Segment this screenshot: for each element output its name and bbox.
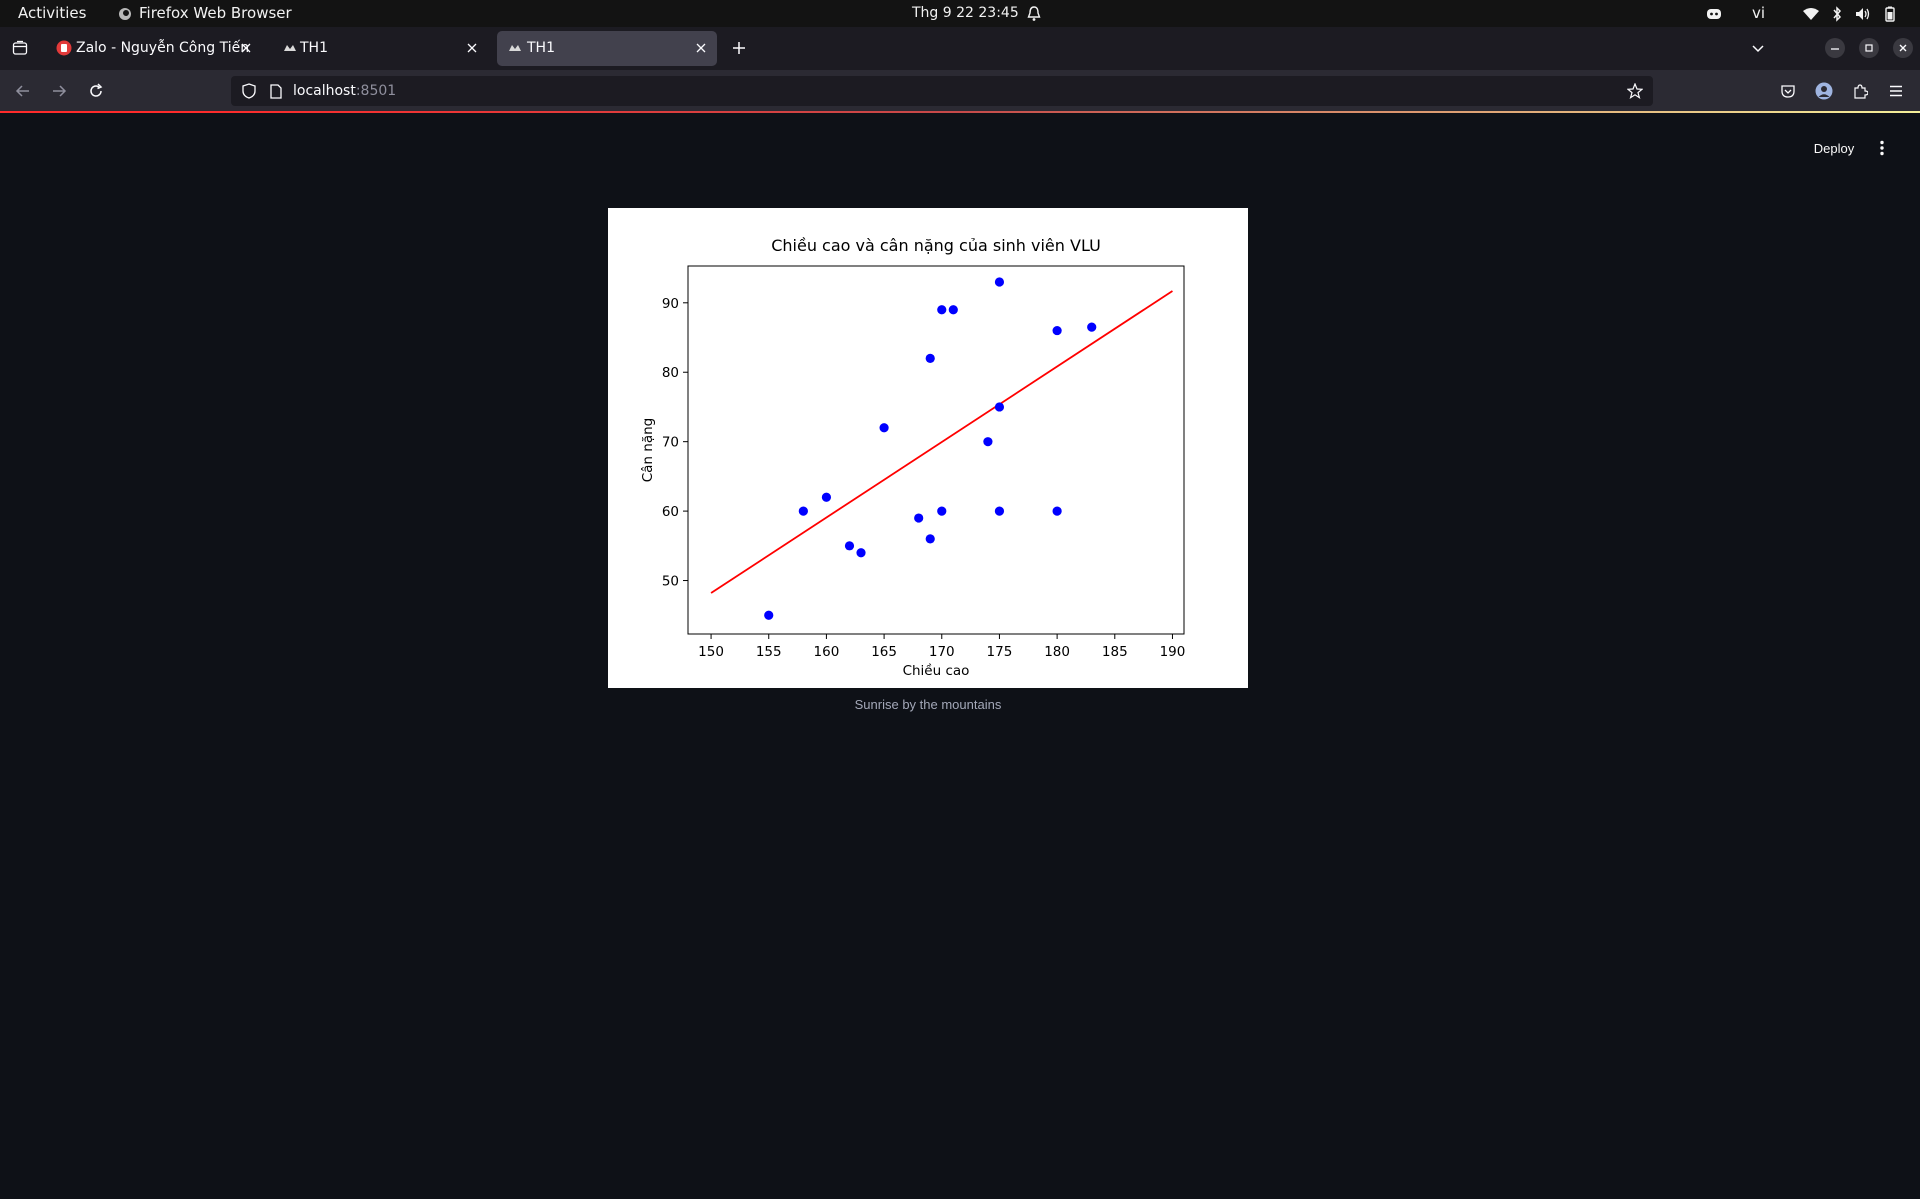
url-port: :8501 (355, 83, 397, 99)
chart-title: Chiều cao và cân nặng của sinh viên VLU (771, 236, 1101, 255)
x-tick-label: 185 (1102, 644, 1128, 660)
image-caption: Sunrise by the mountains (854, 697, 1002, 712)
bluetooth-icon[interactable] (1829, 4, 1845, 23)
scatter-chart: Chiều cao và cân nặng của sinh viên VLU … (640, 236, 1186, 679)
firefox-view-icon[interactable] (8, 36, 32, 60)
volume-icon[interactable] (1854, 4, 1872, 23)
x-tick-label: 170 (929, 644, 955, 660)
data-point (925, 534, 935, 544)
firefox-icon (117, 4, 133, 23)
trend-line (710, 290, 1173, 594)
data-point (994, 402, 1005, 412)
data-point (798, 506, 808, 516)
data-point (937, 305, 947, 315)
streamlit-icon (282, 40, 298, 56)
alarm-bell-icon (1026, 4, 1042, 23)
restore-window-icon[interactable] (1857, 36, 1881, 60)
page-info-icon[interactable] (264, 79, 288, 103)
navigation-toolbar: localhost:8501 (0, 70, 1920, 112)
tab-zalo[interactable]: Zalo - Nguyễn Công Tiến (46, 31, 262, 66)
close-tab-icon[interactable] (464, 40, 480, 56)
back-arrow-icon[interactable] (11, 79, 35, 103)
system-top-bar: Activities Firefox Web Browser Thg 9 22 … (0, 0, 1920, 27)
hamburger-menu-icon[interactable] (1884, 79, 1908, 103)
plot-frame (687, 265, 1185, 635)
forward-arrow-icon[interactable] (47, 79, 71, 103)
x-tick-label: 155 (756, 644, 782, 660)
tab-label: Zalo - Nguyễn Công Tiến (76, 40, 250, 56)
data-points (764, 277, 1097, 620)
tab-strip: Zalo - Nguyễn Công Tiến TH1 TH1 (0, 27, 1920, 70)
close-tab-icon[interactable] (693, 40, 709, 56)
x-tick-label: 165 (871, 644, 897, 660)
deploy-button[interactable]: Deploy (1813, 141, 1855, 156)
y-tick-label: 60 (662, 504, 679, 520)
y-tick-label: 90 (662, 296, 679, 312)
data-point (983, 437, 993, 447)
x-axis-label: Chiều cao (903, 662, 970, 679)
tracking-protection-shield-icon[interactable] (237, 79, 261, 103)
x-tick-label: 150 (698, 644, 724, 660)
data-point (844, 541, 855, 551)
url-host: localhost (293, 83, 356, 99)
main-menu-kebab-icon[interactable] (1870, 136, 1894, 160)
keyboard-language-indicator[interactable]: vi (1752, 4, 1766, 22)
data-point (1052, 325, 1062, 336)
data-point (994, 506, 1005, 516)
url-bar[interactable]: localhost:8501 (231, 76, 1653, 106)
account-avatar-icon[interactable] (1812, 79, 1836, 103)
axis-ticks: 150 155 160 165 170 175 180 185 190 50 60 70 80 90 (662, 296, 1186, 660)
data-point (764, 610, 774, 620)
data-point (879, 423, 889, 433)
streamlit-icon (507, 40, 523, 56)
x-tick-label: 190 (1160, 644, 1186, 660)
close-window-icon[interactable] (1891, 36, 1915, 60)
bookmark-star-icon[interactable] (1623, 79, 1647, 103)
x-tick-label: 175 (987, 644, 1013, 660)
discord-icon[interactable] (1704, 4, 1724, 23)
tab-label: TH1 (300, 40, 328, 56)
data-point (914, 513, 924, 523)
app-menu-label[interactable]: Firefox Web Browser (139, 4, 292, 22)
y-axis-label: Cân nặng (640, 418, 656, 483)
y-tick-label: 50 (662, 574, 679, 590)
list-all-tabs-chevron-down-icon[interactable] (1746, 36, 1770, 60)
battery-icon[interactable] (1882, 4, 1898, 23)
data-point (821, 492, 832, 502)
chart-figure: Chiều cao và cân nặng của sinh viên VLU … (608, 208, 1248, 688)
zalo-icon (56, 40, 72, 56)
data-point (925, 353, 935, 363)
data-point (856, 548, 866, 558)
minimize-window-icon[interactable] (1823, 36, 1847, 60)
data-point (1052, 506, 1062, 516)
streamlit-header-decoration (0, 111, 1920, 113)
data-point (937, 506, 947, 516)
close-tab-icon[interactable] (238, 40, 254, 56)
wifi-icon[interactable] (1801, 4, 1821, 23)
url-text[interactable]: localhost:8501 (293, 76, 396, 106)
extensions-puzzle-icon[interactable] (1848, 79, 1872, 103)
x-tick-label: 160 (814, 644, 840, 660)
pocket-icon[interactable] (1776, 79, 1800, 103)
y-tick-label: 80 (662, 365, 679, 381)
new-tab-plus-icon[interactable] (727, 36, 751, 60)
data-point (994, 277, 1005, 287)
tab-label: TH1 (527, 40, 555, 56)
data-point (1087, 322, 1097, 332)
data-point (948, 305, 958, 315)
activities-button[interactable]: Activities (18, 4, 87, 22)
tab-th1-active[interactable]: TH1 (497, 31, 717, 66)
x-tick-label: 180 (1044, 644, 1070, 660)
tab-th1[interactable]: TH1 (272, 31, 488, 66)
reload-icon[interactable] (84, 79, 108, 103)
y-tick-label: 70 (662, 435, 679, 451)
clock[interactable]: Thg 9 22 23:45 (912, 5, 1019, 21)
